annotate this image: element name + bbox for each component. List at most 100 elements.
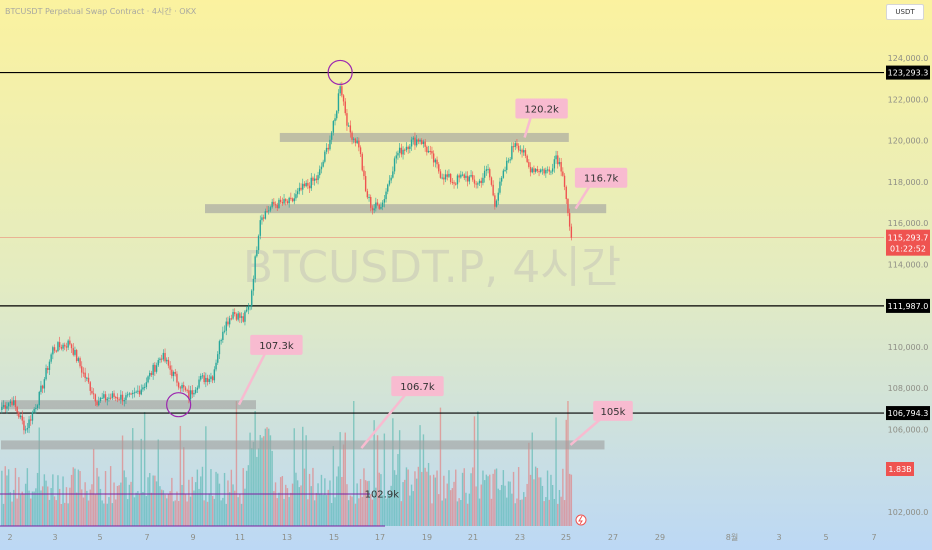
- candle-body: [473, 179, 476, 184]
- candle-body: [364, 176, 367, 192]
- price-axis-tick: 106,000.0: [888, 425, 929, 434]
- volume-bar: [387, 490, 389, 526]
- volume-bar: [359, 479, 362, 526]
- candle-body: [118, 399, 120, 401]
- candle-body: [354, 138, 357, 144]
- volume-bar: [364, 480, 367, 526]
- candle-body: [319, 169, 321, 176]
- candle-body: [366, 191, 369, 198]
- volume-bar: [89, 489, 91, 526]
- candle-body: [555, 155, 557, 160]
- candle-body: [407, 146, 409, 149]
- candle-body: [390, 177, 392, 181]
- volume-bar: [108, 497, 110, 526]
- volume-bar: [142, 492, 144, 526]
- candle-body: [140, 389, 142, 395]
- candle-body: [92, 393, 95, 395]
- candle-body: [443, 177, 445, 180]
- volume-bar: [475, 486, 477, 526]
- volume-bar: [159, 486, 161, 526]
- candle-body: [26, 428, 29, 430]
- time-axis-tick: 2: [7, 533, 12, 542]
- candle-body: [18, 412, 20, 418]
- candle-body: [487, 169, 489, 171]
- candle-body: [570, 226, 573, 238]
- volume-bar: [434, 477, 437, 526]
- candle-body: [208, 379, 210, 382]
- volume-bar: [155, 481, 158, 526]
- candle-body: [536, 168, 539, 172]
- volume-bar: [543, 501, 545, 526]
- volume-bar: [84, 482, 86, 526]
- candle-body: [329, 139, 331, 150]
- volume-bar: [300, 485, 302, 526]
- candle-body: [81, 366, 83, 373]
- volume-bar: [166, 498, 168, 526]
- candle-body: [64, 344, 66, 347]
- candle-body: [363, 170, 365, 177]
- time-axis-tick: 29: [655, 533, 665, 542]
- candle-body: [109, 397, 112, 399]
- volume-bar: [370, 494, 372, 526]
- volume-bar: [125, 477, 127, 526]
- currency-button[interactable]: USDT: [886, 4, 924, 20]
- volume-bar: [252, 441, 255, 526]
- candle-body: [160, 358, 163, 360]
- volume-bar: [57, 475, 59, 526]
- watermark-text: BTCUSDT.P, 4시간: [243, 242, 621, 293]
- candle-body: [283, 199, 285, 204]
- time-axis-tick: 13: [282, 533, 292, 542]
- candle-body: [358, 140, 360, 148]
- candle-body: [126, 394, 129, 396]
- volume-bar: [50, 488, 52, 526]
- candle-body: [133, 392, 136, 394]
- candle-body: [132, 392, 134, 395]
- candle-body: [285, 199, 287, 202]
- volume-bar: [531, 432, 533, 526]
- volume-bar: [565, 419, 567, 526]
- candle-body: [387, 184, 389, 192]
- candle-body: [281, 202, 284, 204]
- volume-bar: [256, 456, 258, 526]
- candle-body: [227, 321, 229, 325]
- levels-layer: [0, 71, 884, 414]
- volume-bar: [183, 447, 185, 526]
- price-axis-tick: 124,000.0: [888, 54, 929, 63]
- volume-bar: [74, 468, 76, 526]
- volume-bar: [244, 488, 246, 526]
- candle-body: [269, 207, 272, 211]
- candle-body: [305, 182, 307, 187]
- candle-body: [511, 146, 513, 160]
- candle-body: [458, 175, 460, 178]
- candle-body: [375, 202, 377, 209]
- volume-bar: [473, 416, 476, 526]
- volume-bar: [62, 476, 64, 526]
- volume-bar: [346, 484, 348, 526]
- candle-body: [184, 387, 187, 391]
- volume-bar: [9, 492, 12, 526]
- volume-bar: [157, 439, 159, 526]
- candle-body: [279, 199, 282, 203]
- candle-body: [397, 152, 399, 156]
- volume-bar: [43, 474, 46, 526]
- volume-bar: [516, 498, 518, 526]
- volume-bar: [524, 496, 527, 526]
- volume-bar: [478, 498, 481, 526]
- candle-body: [300, 187, 302, 190]
- volume-bar: [482, 470, 484, 526]
- countdown-label: 01:22:52: [890, 245, 926, 254]
- candle-body: [150, 372, 153, 375]
- volume-bar: [354, 503, 357, 526]
- volume-bar: [397, 454, 399, 526]
- candle-body: [79, 358, 81, 367]
- volume-bar: [545, 497, 547, 526]
- candle-body: [419, 140, 421, 142]
- candle-body: [276, 205, 278, 209]
- volume-bar: [223, 472, 226, 526]
- candle-body: [223, 330, 226, 332]
- candle-body: [303, 183, 306, 187]
- volume-bar: [313, 500, 316, 526]
- candle-body: [55, 350, 57, 352]
- candle-body: [414, 137, 416, 146]
